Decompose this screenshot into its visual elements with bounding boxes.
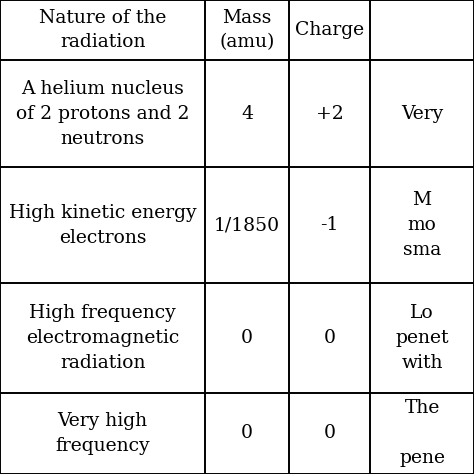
Text: 1/1850: 1/1850 [214, 217, 280, 234]
Text: M
mo
sma: M mo sma [403, 191, 441, 259]
Text: Very: Very [401, 105, 443, 123]
Text: 0: 0 [241, 329, 253, 347]
Text: The

pene: The pene [399, 399, 445, 467]
Text: 0: 0 [324, 424, 336, 442]
Text: Charge: Charge [295, 21, 364, 39]
Text: Mass
(amu): Mass (amu) [219, 9, 275, 51]
Text: Nature of the
radiation: Nature of the radiation [39, 9, 166, 51]
Text: High kinetic energy
electrons: High kinetic energy electrons [9, 204, 197, 247]
Text: -1: -1 [320, 217, 339, 234]
Text: A helium nucleus
of 2 protons and 2
neutrons: A helium nucleus of 2 protons and 2 neut… [16, 80, 190, 148]
Text: High frequency
electromagnetic
radiation: High frequency electromagnetic radiation [26, 304, 179, 372]
Text: Very high
frequency: Very high frequency [55, 412, 150, 455]
Text: +2: +2 [316, 105, 344, 123]
Text: 0: 0 [241, 424, 253, 442]
Text: 4: 4 [241, 105, 253, 123]
Text: 0: 0 [324, 329, 336, 347]
Text: Lo
penet
with: Lo penet with [395, 304, 449, 372]
